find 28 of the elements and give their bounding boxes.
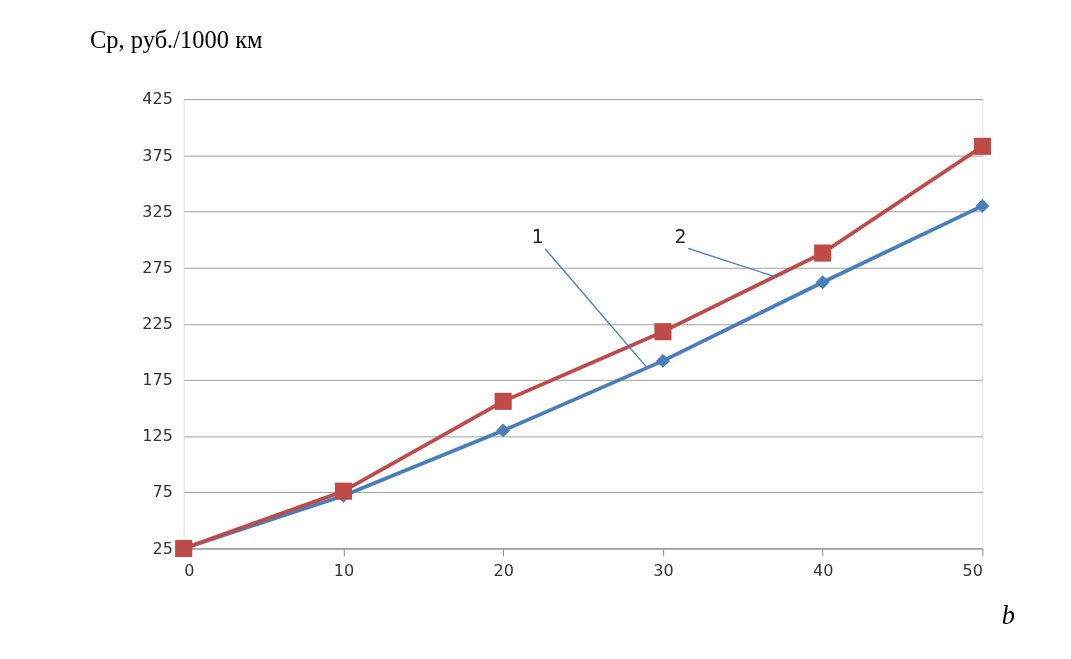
point	[494, 392, 512, 410]
point	[973, 137, 992, 155]
annotation: 2	[674, 225, 687, 247]
x-tick-label: 0	[184, 561, 195, 581]
x-tick-label: 50	[962, 561, 983, 581]
y-tick-label: 425	[142, 89, 173, 109]
point	[334, 482, 352, 500]
x-tick-label: 10	[333, 561, 355, 581]
point	[496, 423, 511, 438]
x-tick-label: 20	[493, 561, 514, 581]
x-tick-label: 40	[812, 561, 834, 581]
y-tick-label: 225	[142, 314, 173, 333]
point	[654, 323, 672, 341]
y-tick-label: 325	[142, 201, 173, 221]
x-tick-label: 30	[653, 561, 674, 581]
point	[815, 275, 830, 290]
y-tick-label: 125	[142, 426, 173, 446]
x-axis-title: b	[1001, 601, 1015, 631]
y-axis-title: Cр, руб./1000 км	[90, 26, 263, 54]
annotation: 1	[531, 226, 544, 248]
point	[655, 353, 670, 368]
y-tick-label: 175	[142, 370, 173, 390]
y-tick-label: 275	[142, 257, 173, 277]
y-tick-label: 25	[152, 538, 173, 558]
point	[814, 244, 832, 262]
point	[975, 198, 990, 213]
y-tick-label: 375	[142, 145, 173, 165]
y-tick-label: 75	[152, 482, 173, 502]
